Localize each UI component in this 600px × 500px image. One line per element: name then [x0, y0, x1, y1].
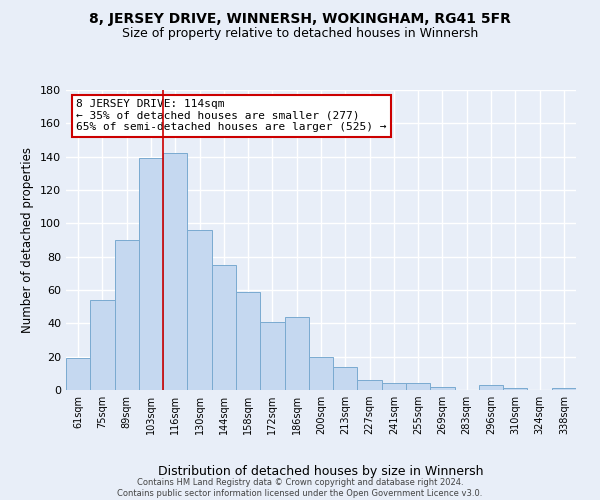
Bar [479, 385, 503, 390]
Bar [382, 384, 406, 390]
Text: Size of property relative to detached houses in Winnersh: Size of property relative to detached ho… [122, 28, 478, 40]
Bar [66, 358, 90, 390]
Y-axis label: Number of detached properties: Number of detached properties [22, 147, 34, 333]
Bar [236, 292, 260, 390]
Bar [333, 366, 358, 390]
Bar [139, 158, 163, 390]
Text: 8, JERSEY DRIVE, WINNERSH, WOKINGHAM, RG41 5FR: 8, JERSEY DRIVE, WINNERSH, WOKINGHAM, RG… [89, 12, 511, 26]
Text: 8 JERSEY DRIVE: 114sqm
← 35% of detached houses are smaller (277)
65% of semi-de: 8 JERSEY DRIVE: 114sqm ← 35% of detached… [76, 99, 387, 132]
Bar [358, 380, 382, 390]
Bar [309, 356, 333, 390]
Text: Distribution of detached houses by size in Winnersh: Distribution of detached houses by size … [158, 464, 484, 477]
Bar [90, 300, 115, 390]
Bar [187, 230, 212, 390]
Bar [430, 386, 455, 390]
Bar [284, 316, 309, 390]
Bar [163, 154, 187, 390]
Bar [552, 388, 576, 390]
Bar [115, 240, 139, 390]
Bar [212, 265, 236, 390]
Text: Contains HM Land Registry data © Crown copyright and database right 2024.
Contai: Contains HM Land Registry data © Crown c… [118, 478, 482, 498]
Bar [503, 388, 527, 390]
Bar [260, 322, 284, 390]
Bar [406, 384, 430, 390]
